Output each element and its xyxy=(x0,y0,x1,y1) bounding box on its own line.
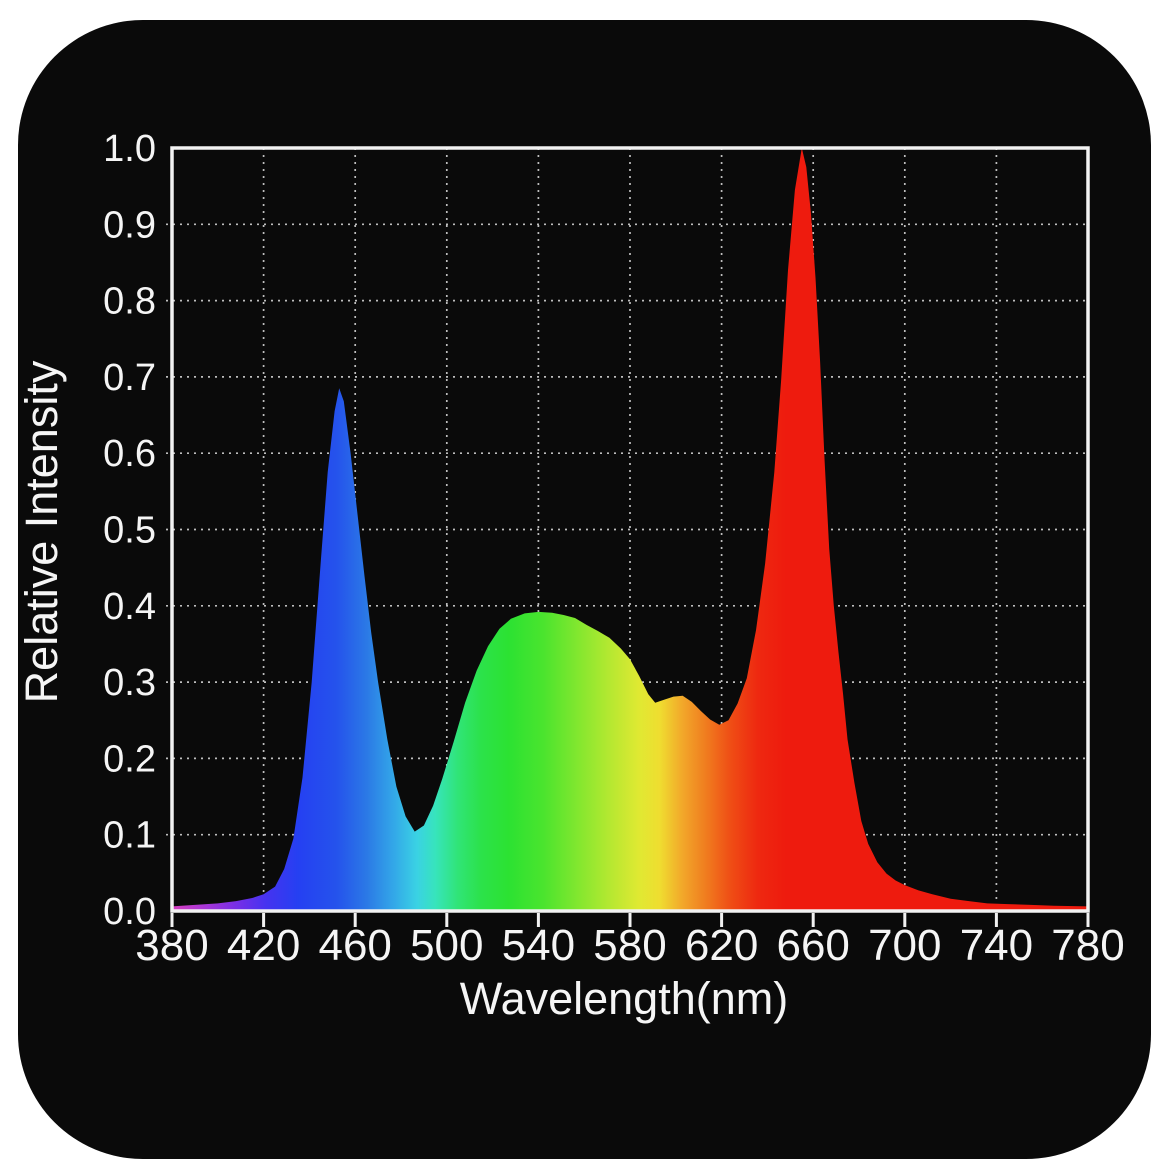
tick-layer xyxy=(170,913,1090,927)
plot-border xyxy=(170,146,1090,913)
y-axis-title: Relative Intensity xyxy=(16,360,67,703)
y-tick-label: 0.3 xyxy=(103,662,156,704)
x-tick-label: 740 xyxy=(960,921,1033,970)
x-tick-label: 460 xyxy=(318,921,391,970)
x-tick-label: 780 xyxy=(1051,921,1124,970)
chart-card xyxy=(18,20,1151,1159)
x-tick-label: 660 xyxy=(776,921,849,970)
y-tick-label: 1.0 xyxy=(103,128,156,170)
y-tick-label: 0.4 xyxy=(103,586,156,628)
axis-label-layer: 380 420 460 500 540 580 620 660 700 740 780 0.0 0.1 0… xyxy=(103,128,1125,970)
x-tick-label: 540 xyxy=(502,921,575,970)
x-tick-label: 420 xyxy=(227,921,300,970)
y-tick-label: 0.0 xyxy=(103,891,156,933)
y-tick-label: 0.5 xyxy=(103,510,156,552)
y-tick-label: 0.6 xyxy=(103,433,156,475)
x-tick-label: 580 xyxy=(593,921,666,970)
x-tick-label: 500 xyxy=(410,921,483,970)
spectrum-area-layer xyxy=(172,148,1088,911)
y-tick-label: 0.7 xyxy=(103,357,156,399)
y-tick-label: 0.9 xyxy=(103,204,156,246)
x-tick-label: 700 xyxy=(868,921,941,970)
x-axis-title: Wavelength(nm) xyxy=(460,973,788,1024)
spectrum-area xyxy=(172,148,1088,911)
y-tick-label: 0.8 xyxy=(103,281,156,323)
plot-frame-layer xyxy=(170,146,1090,913)
x-tick-label: 380 xyxy=(135,921,208,970)
x-tick-label: 620 xyxy=(685,921,758,970)
y-tick-label: 0.1 xyxy=(103,815,156,857)
y-tick-label: 0.2 xyxy=(103,738,156,780)
